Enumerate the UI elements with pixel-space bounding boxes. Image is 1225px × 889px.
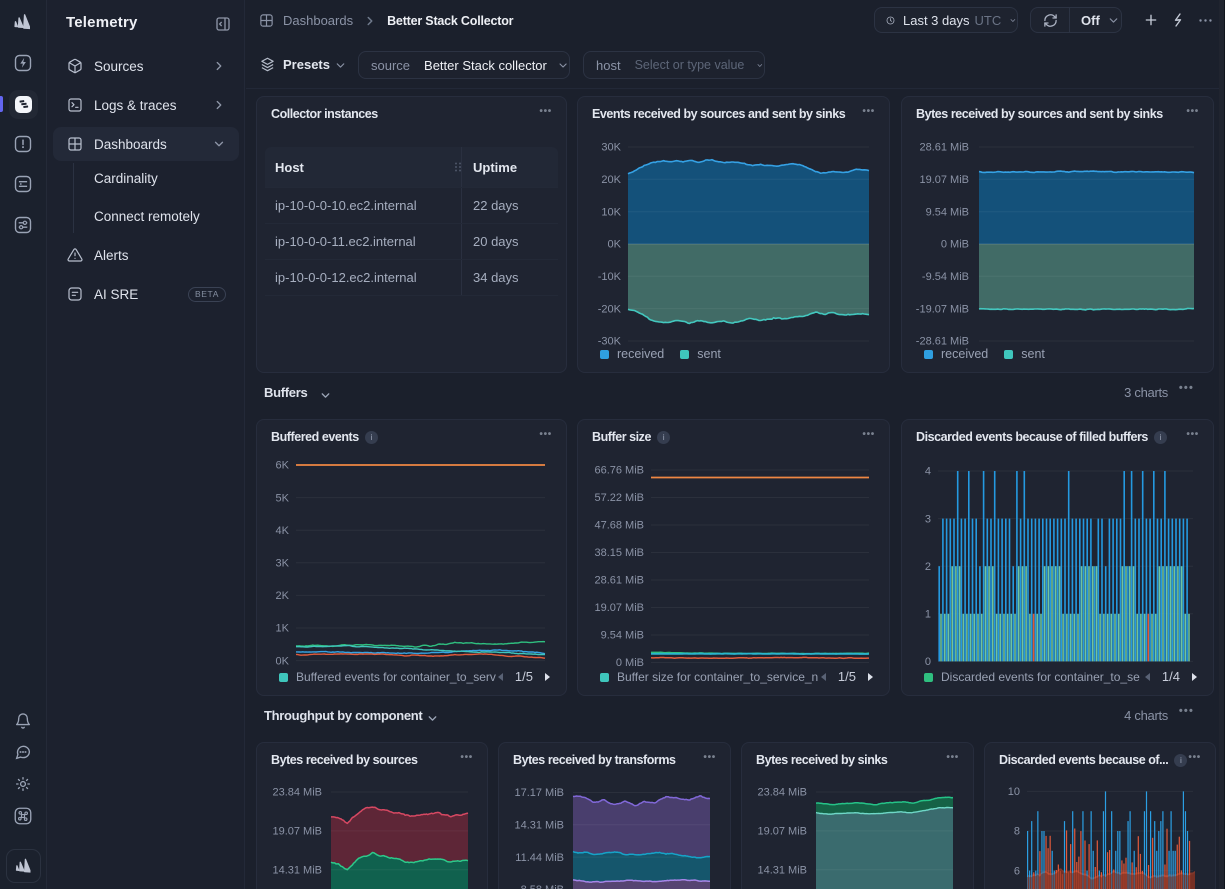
svg-text:8: 8 [1014,826,1020,838]
svg-text:28.61 MiB: 28.61 MiB [919,142,969,154]
svg-text:1K: 1K [276,623,290,635]
svg-text:5K: 5K [276,492,290,504]
svg-text:0K: 0K [608,239,622,251]
svg-text:14.31 MiB: 14.31 MiB [514,820,564,832]
svg-text:3: 3 [925,513,931,525]
svg-text:19.07 MiB: 19.07 MiB [272,826,322,838]
svg-text:38.15 MiB: 38.15 MiB [594,547,644,559]
svg-text:6K: 6K [276,460,290,472]
svg-text:19.07 MiB: 19.07 MiB [757,826,807,838]
svg-text:14.31 MiB: 14.31 MiB [757,865,807,877]
svg-text:-30K: -30K [598,336,622,348]
svg-text:0: 0 [925,656,931,668]
svg-text:-28.61 MiB: -28.61 MiB [916,336,969,348]
svg-text:17.17 MiB: 17.17 MiB [514,787,564,799]
svg-text:-10K: -10K [598,271,622,283]
svg-text:1: 1 [925,609,931,621]
svg-text:-20K: -20K [598,303,622,315]
svg-text:23.84 MiB: 23.84 MiB [272,787,322,799]
svg-text:57.22 MiB: 57.22 MiB [594,492,644,504]
svg-text:28.61 MiB: 28.61 MiB [594,575,644,587]
svg-text:8.58 MiB: 8.58 MiB [521,884,564,889]
svg-text:66.76 MiB: 66.76 MiB [594,465,644,477]
svg-text:-19.07 MiB: -19.07 MiB [916,303,969,315]
svg-text:47.68 MiB: 47.68 MiB [594,520,644,532]
svg-text:0 MiB: 0 MiB [616,657,644,669]
svg-text:23.84 MiB: 23.84 MiB [757,787,807,799]
svg-text:4: 4 [925,466,931,478]
svg-text:6: 6 [1014,865,1020,877]
svg-text:2: 2 [925,561,931,573]
svg-text:11.44 MiB: 11.44 MiB [515,852,564,864]
svg-text:2K: 2K [276,590,290,602]
svg-text:-9.54 MiB: -9.54 MiB [922,271,969,283]
svg-text:19.07 MiB: 19.07 MiB [594,602,644,614]
svg-text:19.07 MiB: 19.07 MiB [919,174,969,186]
svg-text:9.54 MiB: 9.54 MiB [601,630,644,642]
svg-text:10: 10 [1008,786,1020,798]
svg-text:0K: 0K [276,655,290,667]
svg-text:14.31 MiB: 14.31 MiB [272,865,322,877]
svg-text:10K: 10K [601,206,621,218]
svg-text:4K: 4K [276,525,290,537]
svg-text:3K: 3K [276,558,290,570]
svg-text:20K: 20K [601,174,621,186]
svg-text:0 MiB: 0 MiB [941,239,969,251]
svg-text:9.54 MiB: 9.54 MiB [926,206,969,218]
svg-text:30K: 30K [601,142,621,154]
